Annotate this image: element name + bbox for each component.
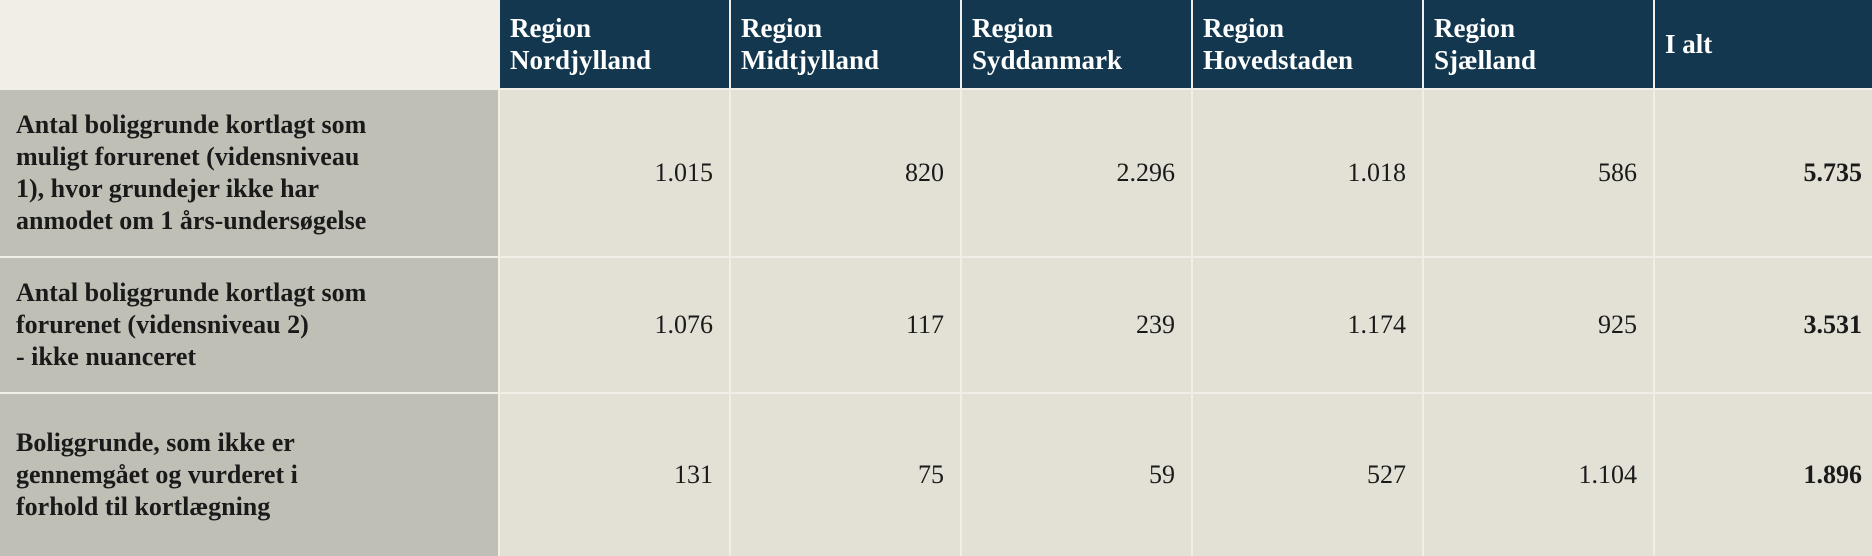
label-line: forhold til kortlægning [16, 492, 271, 521]
header-line: Nordjylland [510, 45, 652, 75]
label-line: Antal boliggrunde kortlagt som [16, 110, 367, 139]
corner-cell [0, 0, 498, 88]
label-line: Boliggrunde, som ikke er [16, 428, 295, 457]
row-label: Antal boliggrunde kortlagt som muligt for… [0, 90, 498, 256]
table-cell: 586 [1424, 90, 1653, 256]
table-cell: 1.174 [1193, 258, 1422, 392]
label-line: gennemgået og vurderet i [16, 460, 298, 489]
label-line: forurenet (vidensniveau 2) [16, 310, 309, 339]
label-line: - ikke nuanceret [16, 342, 197, 371]
table-cell: 1.018 [1193, 90, 1422, 256]
column-header: Region Hovedstaden [1193, 0, 1422, 88]
label-line: Antal boliggrunde kortlagt som [16, 278, 367, 307]
table-cell: 131 [500, 394, 729, 556]
row-label: Antal boliggrunde kortlagt som forurenet … [0, 258, 498, 392]
table-cell: 117 [731, 258, 960, 392]
table-cell: 1.076 [500, 258, 729, 392]
header-line: Syddanmark [972, 45, 1123, 75]
column-header: Region Syddanmark [962, 0, 1191, 88]
header-line: Midtjylland [741, 45, 880, 75]
column-header: Region Midtjylland [731, 0, 960, 88]
table-cell: 75 [731, 394, 960, 556]
table-cell: 1.104 [1424, 394, 1653, 556]
header-line: Hovedstaden [1203, 45, 1354, 75]
column-header: Region Nordjylland [500, 0, 729, 88]
header-line: I alt [1665, 29, 1713, 59]
table-cell: 527 [1193, 394, 1422, 556]
label-line: muligt forurenet (vidensniveau [16, 142, 360, 171]
table-cell: 1.896 [1655, 394, 1872, 556]
table-cell: 239 [962, 258, 1191, 392]
table-cell: 5.735 [1655, 90, 1872, 256]
header-line: Region [1203, 13, 1284, 43]
header-line: Region [741, 13, 822, 43]
table-cell: 2.296 [962, 90, 1191, 256]
header-line: Region [972, 13, 1053, 43]
header-line: Region [510, 13, 591, 43]
table-cell: 820 [731, 90, 960, 256]
table-cell: 1.015 [500, 90, 729, 256]
table-cell: 59 [962, 394, 1191, 556]
table-cell: 925 [1424, 258, 1653, 392]
label-line: anmodet om 1 års-undersøgelse [16, 206, 367, 235]
header-line: Sjælland [1434, 45, 1537, 75]
table-cell: 3.531 [1655, 258, 1872, 392]
column-header: I alt [1655, 0, 1872, 88]
header-line: Region [1434, 13, 1515, 43]
row-label: Boliggrunde, som ikke er gennemgået og vu… [0, 394, 498, 556]
label-line: 1), hvor grundejer ikke har [16, 174, 320, 203]
column-header: Region Sjælland [1424, 0, 1653, 88]
